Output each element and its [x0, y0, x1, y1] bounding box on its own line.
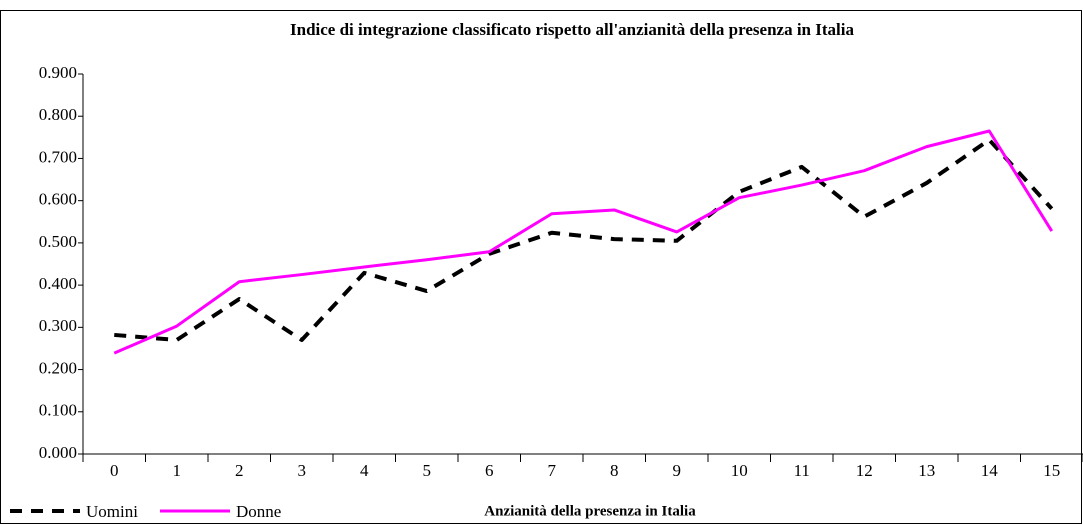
legend-label: Uomini [86, 502, 138, 521]
series-line [114, 137, 1054, 342]
y-tick-label: 0.800 [39, 105, 77, 124]
x-tick-label: 10 [731, 461, 748, 480]
y-tick-label: 0.200 [39, 358, 77, 377]
chart-border [0, 10, 1082, 524]
x-tick-label: 15 [1043, 461, 1060, 480]
x-tick-label: 11 [794, 461, 810, 480]
x-axis-label: Anzianità della presenza in Italia [484, 503, 696, 519]
x-tick-label: 9 [673, 461, 682, 480]
y-tick-label: 0.700 [39, 147, 77, 166]
x-tick-label: 5 [423, 461, 432, 480]
y-tick-label: 0.400 [39, 274, 77, 293]
x-tick-label: 8 [610, 461, 619, 480]
x-tick-label: 0 [110, 461, 119, 480]
chart-title: Indice di integrazione classificato risp… [290, 20, 854, 39]
y-tick-label: 0.600 [39, 190, 77, 209]
x-tick-label: 12 [856, 461, 873, 480]
y-tick-label: 0.100 [39, 401, 77, 420]
y-tick-label: 0.300 [39, 316, 77, 335]
x-tick-label: 13 [918, 461, 935, 480]
x-tick-label: 1 [173, 461, 182, 480]
series-line [113, 129, 1054, 355]
legend-label: Donne [236, 502, 281, 521]
x-tick-label: 2 [235, 461, 244, 480]
y-tick-label: 0.900 [39, 63, 77, 82]
y-tick-label: 0.500 [39, 232, 77, 251]
x-tick-label: 4 [360, 461, 369, 480]
x-tick-label: 14 [981, 461, 999, 480]
x-tick-label: 6 [485, 461, 494, 480]
x-tick-label: 3 [298, 461, 307, 480]
x-tick-label: 7 [548, 461, 557, 480]
y-tick-label: 0.000 [39, 443, 77, 462]
